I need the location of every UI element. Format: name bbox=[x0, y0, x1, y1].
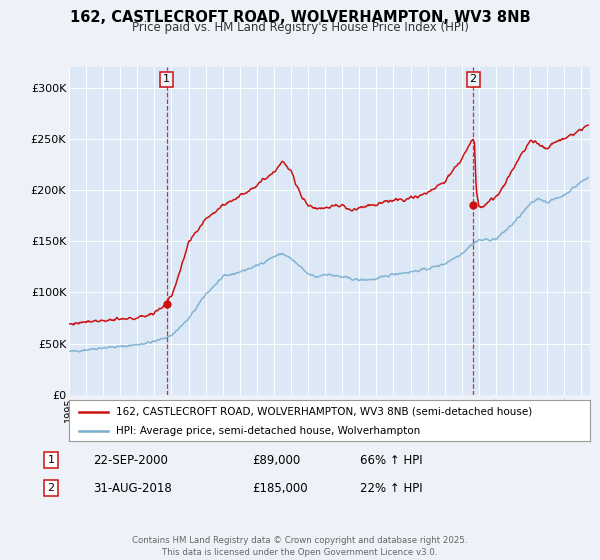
Text: Price paid vs. HM Land Registry's House Price Index (HPI): Price paid vs. HM Land Registry's House … bbox=[131, 21, 469, 34]
Text: 22-SEP-2000: 22-SEP-2000 bbox=[93, 454, 168, 467]
Text: £185,000: £185,000 bbox=[252, 482, 308, 495]
Text: 66% ↑ HPI: 66% ↑ HPI bbox=[360, 454, 422, 467]
Text: Contains HM Land Registry data © Crown copyright and database right 2025.
This d: Contains HM Land Registry data © Crown c… bbox=[132, 536, 468, 557]
Text: 22% ↑ HPI: 22% ↑ HPI bbox=[360, 482, 422, 495]
Text: 1: 1 bbox=[47, 455, 55, 465]
Text: 2: 2 bbox=[47, 483, 55, 493]
Text: 2: 2 bbox=[470, 74, 477, 85]
Text: £89,000: £89,000 bbox=[252, 454, 300, 467]
Text: 1: 1 bbox=[163, 74, 170, 85]
Text: 31-AUG-2018: 31-AUG-2018 bbox=[93, 482, 172, 495]
Text: 162, CASTLECROFT ROAD, WOLVERHAMPTON, WV3 8NB (semi-detached house): 162, CASTLECROFT ROAD, WOLVERHAMPTON, WV… bbox=[116, 407, 532, 417]
Text: HPI: Average price, semi-detached house, Wolverhampton: HPI: Average price, semi-detached house,… bbox=[116, 426, 420, 436]
Text: 162, CASTLECROFT ROAD, WOLVERHAMPTON, WV3 8NB: 162, CASTLECROFT ROAD, WOLVERHAMPTON, WV… bbox=[70, 10, 530, 25]
